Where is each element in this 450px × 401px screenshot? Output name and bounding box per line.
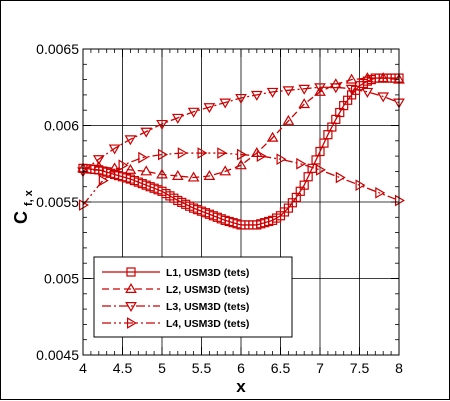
legend-marker — [125, 302, 137, 312]
series-3-marker — [361, 87, 374, 98]
series-2-marker — [298, 98, 311, 109]
y-tick-label: 0.0055 — [36, 194, 79, 210]
series-2-marker — [345, 73, 358, 84]
legend-marker — [125, 283, 137, 293]
series-3-marker — [314, 83, 326, 94]
series-4-marker — [177, 147, 188, 159]
series-4-marker — [335, 171, 346, 184]
series-2-marker — [314, 85, 326, 96]
series-4-line — [82, 152, 400, 206]
series-4-marker — [256, 150, 267, 162]
series-3-marker — [124, 135, 137, 146]
series-3-line — [82, 86, 400, 172]
series-4-marker — [118, 159, 129, 172]
series-2-line — [82, 77, 400, 179]
y-tick-label: 0.005 — [44, 271, 79, 287]
series-3-marker — [140, 127, 153, 138]
series-4-marker — [276, 153, 287, 166]
series-2-marker — [361, 72, 374, 83]
y-tick-label: 0.0065 — [36, 41, 79, 57]
series-4 — [78, 147, 405, 211]
series-3-marker — [219, 98, 232, 109]
series-3-marker — [92, 155, 105, 166]
series-2-marker — [124, 163, 137, 174]
y-axis-title-main: C — [11, 211, 31, 224]
series-2-marker — [377, 72, 390, 83]
series-3-marker — [282, 86, 295, 97]
legend-marker — [126, 317, 137, 329]
x-tick-label: 8 — [395, 360, 403, 376]
series-2-marker — [266, 131, 279, 142]
x-axis-title-text: x — [236, 377, 246, 396]
series-2-marker — [140, 165, 153, 176]
series-2-marker — [187, 171, 200, 182]
series-3-marker — [108, 144, 121, 155]
series-3-marker — [345, 84, 358, 95]
x-tick-label: 6.5 — [271, 360, 291, 376]
x-axis-title: x — [236, 377, 246, 396]
legend: L1, USM3D (tets) L2, USM3D (tets) L3, USM3… — [93, 256, 293, 338]
series-3-marker — [298, 84, 311, 95]
x-tick-label: 7.5 — [350, 360, 370, 376]
series-4-marker — [296, 157, 307, 170]
grid — [83, 49, 399, 355]
series-4-marker — [355, 179, 366, 192]
legend-label: L4, USM3D (tets) — [166, 318, 249, 330]
series-3-marker — [235, 93, 247, 104]
series-3-marker — [250, 90, 263, 101]
y-tick-label: 0.006 — [44, 118, 79, 134]
series-4-marker — [375, 186, 386, 199]
series-3 — [77, 83, 405, 178]
series-2-marker — [92, 160, 105, 171]
data-series — [77, 72, 405, 230]
x-tick-label: 5.5 — [192, 360, 212, 376]
series-4-marker — [78, 199, 89, 211]
x-tick-label: 5 — [158, 360, 166, 376]
series-4-marker — [158, 148, 168, 161]
x-tick-label: 6 — [237, 360, 245, 376]
series-3-marker — [187, 107, 200, 118]
series-3-marker — [203, 103, 216, 114]
x-tick-label: 7 — [316, 360, 324, 376]
series-4-marker — [395, 194, 405, 207]
x-tick-label: 4.5 — [113, 360, 133, 376]
series-3-marker — [266, 87, 279, 98]
series-4-marker — [316, 164, 326, 176]
series-2-marker — [282, 114, 295, 125]
series-2-marker — [203, 170, 216, 180]
series-4-marker — [98, 174, 109, 187]
legend-label: L3, USM3D (tets) — [166, 301, 249, 313]
series-2-marker — [235, 159, 247, 170]
legend-label: L2, USM3D (tets) — [166, 284, 249, 296]
series-4-marker — [197, 147, 208, 159]
legend-label: L1, USM3D (tets) — [166, 267, 249, 279]
series-4-marker — [138, 151, 149, 164]
series-3-marker — [156, 119, 168, 130]
y-tick-label: 0.0045 — [36, 347, 79, 363]
x-tick-label: 4 — [79, 360, 87, 376]
y-axis-title: C f, x — [11, 189, 35, 224]
legend-entry-1: L1, USM3D (tets) — [102, 267, 249, 279]
series-2-marker — [171, 170, 184, 180]
series-3-marker — [377, 92, 390, 103]
legend-entry-4: L4, USM3D (tets) — [102, 317, 249, 330]
series-2-marker — [219, 165, 232, 176]
axes: 4 4.5 5 5.5 6 6.5 7 7.5 8 0.0045 0.005 0.0055 0.006 0… — [36, 41, 403, 376]
y-axis-title-subscript: f, x — [23, 189, 35, 206]
series-4-marker — [237, 148, 247, 161]
legend-entry-3: L3, USM3D (tets) — [102, 301, 249, 313]
series-4-marker — [217, 147, 228, 159]
legend-marker — [126, 267, 136, 277]
series-3-marker — [329, 83, 342, 94]
series-3-marker — [171, 113, 184, 124]
legend-entry-2: L2, USM3D (tets) — [102, 283, 249, 296]
series-2-marker — [156, 168, 168, 179]
